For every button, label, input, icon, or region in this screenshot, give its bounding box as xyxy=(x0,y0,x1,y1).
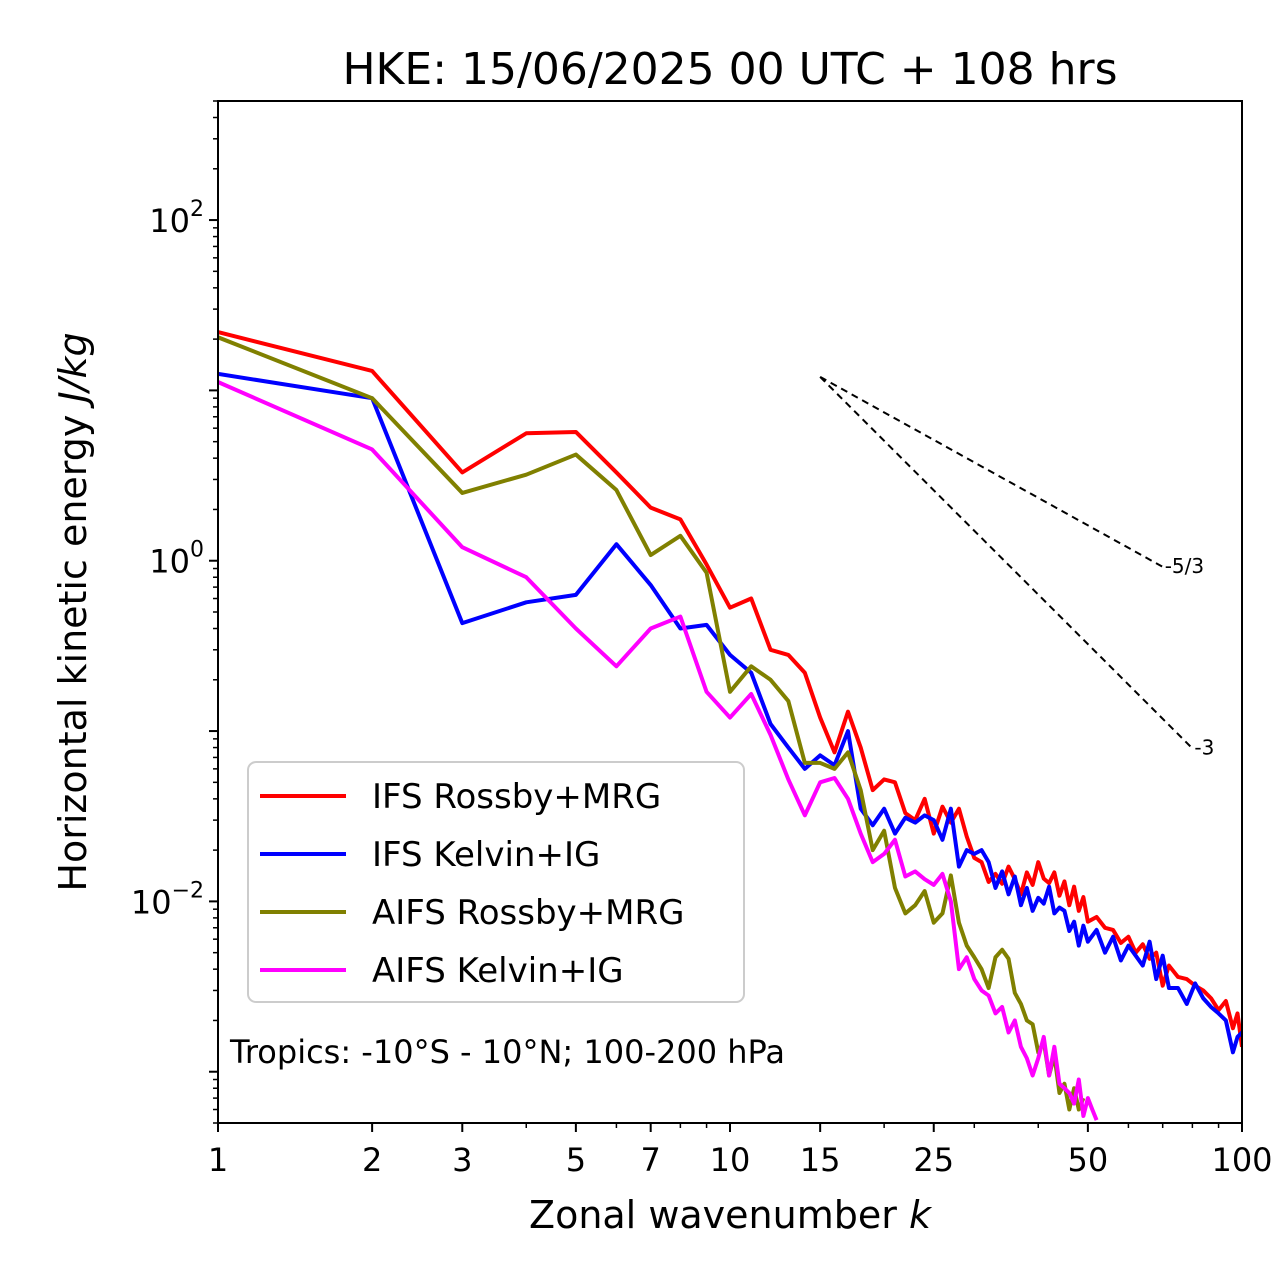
region-annotation: Tropics: -10°S - 10°N; 100-200 hPa xyxy=(229,1033,785,1071)
y-axis-label-unit: J/kg xyxy=(51,332,95,409)
x-axis-label-var: k xyxy=(909,1193,933,1237)
legend-label: IFS Rossby+MRG xyxy=(372,777,661,817)
x-tick-label: 2 xyxy=(362,1141,382,1179)
reference-lines xyxy=(819,376,1194,750)
y-axis-label: Horizontal kinetic energy J/kg xyxy=(51,332,95,891)
series-line-4 xyxy=(218,380,1099,1121)
x-tick-label: 7 xyxy=(641,1141,661,1179)
x-axis: 1 2 3 5 7 10 15 25 50 100 xyxy=(208,1123,1273,1179)
x-tick-label: 50 xyxy=(1068,1141,1109,1179)
legend-label: AIFS Rossby+MRG xyxy=(372,893,684,933)
y-tick-label: 102 xyxy=(149,197,204,240)
legend-label: IFS Kelvin+IG xyxy=(372,835,600,875)
x-tick-label: 15 xyxy=(800,1141,841,1179)
x-tick-label: 25 xyxy=(913,1141,954,1179)
x-axis-label-text: Zonal wavenumber xyxy=(529,1193,897,1237)
legend-box xyxy=(247,761,745,1003)
reference-slope-label: -5/3 xyxy=(1165,554,1204,578)
x-tick-label: 10 xyxy=(710,1141,751,1179)
y-tick-label: 10−2 xyxy=(131,878,204,921)
x-tick-label: 100 xyxy=(1211,1141,1272,1179)
series-lines xyxy=(218,330,1242,1121)
reference-slope-label: -3 xyxy=(1194,735,1214,759)
chart-title: HKE: 15/06/2025 00 UTC + 108 hrs xyxy=(342,44,1117,95)
y-axis-label-text: Horizontal kinetic energy xyxy=(51,415,95,892)
y-axis: 10−2 100 102 xyxy=(131,100,218,1124)
reference-slope-line xyxy=(819,376,1194,750)
reference-slope-line xyxy=(819,376,1164,568)
y-tick-label: 100 xyxy=(149,538,204,581)
x-tick-label: 1 xyxy=(208,1141,228,1179)
x-axis-label: Zonal wavenumber k xyxy=(529,1193,933,1237)
series-line-2 xyxy=(218,371,1242,1055)
x-tick-label: 3 xyxy=(452,1141,472,1179)
legend: IFS Rossby+MRG IFS Kelvin+IG AIFS Rossby+M… xyxy=(247,761,745,1003)
legend-label: AIFS Kelvin+IG xyxy=(372,951,624,991)
x-tick-label: 5 xyxy=(566,1141,586,1179)
